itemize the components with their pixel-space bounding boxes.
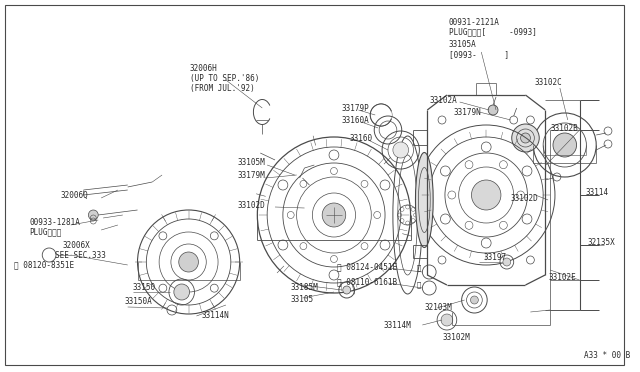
Circle shape (393, 142, 408, 158)
Circle shape (553, 133, 577, 157)
Ellipse shape (415, 153, 433, 247)
Text: 33102D: 33102D (511, 193, 538, 202)
Text: (FROM JUL.'92): (FROM JUL.'92) (189, 83, 254, 93)
Text: (UP TO SEP.'86): (UP TO SEP.'86) (189, 74, 259, 83)
Text: 33179M: 33179M (237, 170, 266, 180)
Text: 33102D: 33102D (237, 201, 266, 209)
Circle shape (512, 124, 540, 152)
Circle shape (179, 252, 198, 272)
Text: 33102C: 33102C (534, 77, 562, 87)
Text: 32135X: 32135X (588, 237, 615, 247)
Circle shape (322, 203, 346, 227)
Circle shape (503, 258, 511, 266)
Text: 33102B: 33102B (550, 124, 578, 132)
Text: 33185M: 33185M (291, 283, 319, 292)
Text: 33160A: 33160A (342, 115, 369, 125)
Text: 00933-1281A: 00933-1281A (29, 218, 81, 227)
Circle shape (520, 133, 531, 143)
Text: Ⓑ 08124-0451E: Ⓑ 08124-0451E (337, 263, 397, 272)
Text: PLUGブラグ[     -0993]: PLUGブラグ[ -0993] (449, 28, 537, 36)
Text: 32006H: 32006H (189, 64, 218, 73)
Text: Ⓑ 08120-8351E: Ⓑ 08120-8351E (13, 260, 74, 269)
Text: Ⓑ: Ⓑ (416, 282, 420, 288)
Circle shape (488, 105, 498, 115)
Circle shape (441, 314, 453, 326)
Text: 33160: 33160 (349, 134, 372, 142)
Text: 33150: 33150 (132, 283, 156, 292)
Circle shape (174, 284, 189, 300)
Circle shape (88, 210, 98, 220)
Ellipse shape (371, 104, 392, 126)
Text: 32006X: 32006X (63, 241, 91, 250)
Text: 33105: 33105 (291, 295, 314, 305)
Text: 33150A: 33150A (125, 298, 152, 307)
Text: PLUGプラグ: PLUGプラグ (29, 228, 62, 237)
Text: 33114: 33114 (586, 187, 609, 196)
Circle shape (343, 286, 351, 294)
Text: A33 * 00 B: A33 * 00 B (584, 350, 630, 359)
Text: [0993-      ]: [0993- ] (449, 51, 509, 60)
Text: 32103M: 32103M (424, 304, 452, 312)
Text: SEE SEC.333: SEE SEC.333 (55, 251, 106, 260)
Text: 33114M: 33114M (383, 321, 411, 330)
Text: 33102E: 33102E (548, 273, 576, 282)
Text: 33102A: 33102A (429, 96, 457, 105)
Text: 33102M: 33102M (442, 334, 470, 343)
Text: 00931-2121A: 00931-2121A (449, 17, 500, 26)
Circle shape (470, 296, 478, 304)
Text: 33105A: 33105A (449, 39, 477, 48)
Text: 32006Q: 32006Q (61, 190, 89, 199)
Text: 33179N: 33179N (454, 108, 481, 116)
Text: 33179P: 33179P (342, 103, 369, 112)
Text: 33197: 33197 (483, 253, 506, 263)
Text: Ⓑ: Ⓑ (416, 265, 420, 271)
Circle shape (472, 180, 501, 210)
Text: Ⓑ 08110-6161B: Ⓑ 08110-6161B (337, 278, 397, 286)
Text: 33114N: 33114N (202, 311, 229, 320)
Text: 33105M: 33105M (237, 157, 266, 167)
